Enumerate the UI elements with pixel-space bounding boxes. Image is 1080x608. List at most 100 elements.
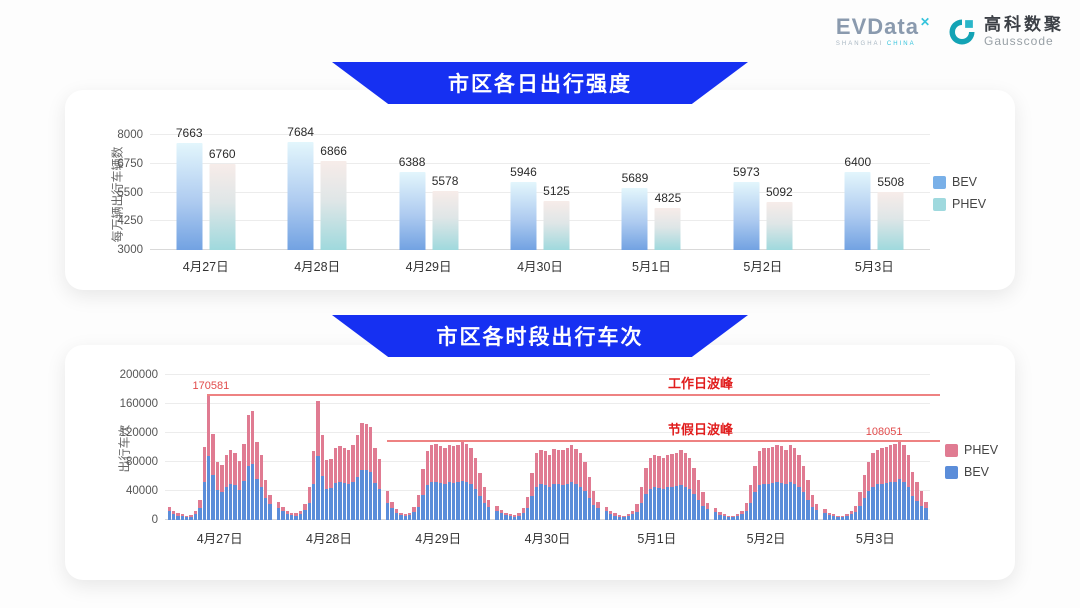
- bev-segment: [438, 483, 443, 520]
- phev-segment: [508, 514, 512, 517]
- hour-bar: [596, 375, 600, 520]
- hour-bar: [167, 375, 171, 520]
- hour-bar: [325, 375, 329, 520]
- x-axis-label: 4月27日: [182, 260, 229, 274]
- phev-segment: [246, 414, 250, 467]
- hour-bar: [333, 375, 338, 520]
- bev-segment: [325, 488, 329, 520]
- phev-segment: [329, 459, 333, 489]
- phev-segment: [185, 515, 189, 518]
- bev-segment: [674, 485, 679, 520]
- bev-segment: [416, 506, 421, 520]
- phev-segment: [473, 458, 478, 489]
- hour-bar: [242, 375, 246, 520]
- phev-segment: [766, 448, 770, 484]
- bev-segment: [561, 485, 565, 520]
- phev-segment: [552, 448, 556, 485]
- hour-bar: [189, 375, 193, 520]
- hour-bar: [364, 375, 368, 520]
- x-axis-label: 4月30日: [517, 260, 563, 274]
- day-group: [493, 375, 602, 520]
- hour-bar: [281, 375, 285, 520]
- hour-bar: [180, 375, 185, 520]
- evdata-subtitle-left: SHANGHAI: [835, 41, 887, 48]
- hour-bar: [220, 375, 224, 520]
- phev-segment: [596, 501, 600, 509]
- x-axis-label: 5月1日: [631, 260, 671, 274]
- bev-segment: [355, 476, 360, 520]
- bev-segment: [902, 482, 906, 520]
- phev-segment: [688, 458, 692, 489]
- hour-bar: [316, 375, 320, 520]
- bev-segment: [823, 512, 827, 520]
- bev-segment: [316, 456, 320, 520]
- hour-bar: [705, 375, 709, 520]
- phev-segment: [373, 447, 377, 483]
- phev-segment: [924, 501, 928, 509]
- hour-bar: [827, 375, 831, 520]
- bev-segment: [622, 517, 626, 520]
- legend-item-phev[interactable]: PHEV: [945, 443, 998, 457]
- phev-segment: [447, 444, 451, 483]
- phev-segment: [871, 453, 875, 487]
- legend-item-phev[interactable]: PHEV: [933, 197, 986, 211]
- phev-segment: [412, 506, 416, 512]
- bev-segment: [735, 516, 740, 520]
- hour-bar: [303, 375, 307, 520]
- phev-segment: [189, 514, 193, 517]
- phev-segment: [911, 472, 915, 497]
- hour-bar: [289, 375, 294, 520]
- phev-segment: [360, 422, 364, 470]
- bev-segment: [543, 485, 548, 520]
- bar-group: 5973 5092: [733, 165, 793, 250]
- bev-segment: [368, 472, 373, 520]
- phev-segment: [561, 450, 565, 486]
- phev-segment: [775, 445, 779, 483]
- hour-bar: [360, 375, 364, 520]
- bev-segment: [399, 515, 403, 520]
- bev-segment: [583, 491, 587, 520]
- header-logos: EVData✕ SHANGHAI CHINA 高科数聚 Gausscode: [835, 15, 1064, 48]
- hour-bar: [512, 375, 517, 520]
- bev-segment: [460, 480, 465, 520]
- phev-segment: [543, 451, 548, 486]
- phev-segment: [499, 509, 504, 514]
- phev-segment: [233, 452, 237, 486]
- phev-segment: [390, 501, 394, 509]
- phev-segment: [718, 512, 722, 515]
- bev-segment: [587, 498, 591, 520]
- day-group: [384, 375, 493, 520]
- bev-segment: [849, 514, 853, 520]
- hour-bar: [902, 375, 906, 520]
- bev-segment: [434, 481, 438, 520]
- bar-value-label: 7663: [175, 125, 203, 140]
- y-tick-label: 0: [151, 514, 158, 526]
- bar-group: 7663 6760: [176, 126, 236, 250]
- bev-segment: [360, 469, 364, 520]
- phev-segment: [443, 447, 447, 484]
- legend-item-bev[interactable]: BEV: [945, 465, 998, 479]
- legend-item-bev[interactable]: BEV: [933, 175, 986, 189]
- bev-segment: [242, 480, 246, 520]
- phev-segment: [683, 453, 688, 487]
- phev-segment: [661, 457, 666, 489]
- hour-bar: [784, 375, 788, 520]
- evdata-subtitle-right: CHINA: [886, 41, 916, 48]
- bev-segment: [701, 505, 705, 520]
- bev-segment: [329, 488, 333, 520]
- bev-segment: [342, 483, 347, 520]
- hour-bar: [311, 375, 316, 520]
- bev-segment: [727, 517, 731, 520]
- bev-segment: [661, 488, 666, 520]
- bev-segment: [853, 512, 858, 520]
- phev-segment: [806, 480, 810, 500]
- day-group: [274, 375, 383, 520]
- hour-bar: [399, 375, 403, 520]
- bev-segment: [211, 475, 215, 520]
- phev-segment: [591, 491, 596, 505]
- phev-segment: [853, 505, 858, 513]
- phev-segment: [915, 482, 919, 502]
- bev-segment: [762, 483, 766, 520]
- phev-segment: [867, 462, 871, 491]
- bev-segment: [447, 482, 451, 520]
